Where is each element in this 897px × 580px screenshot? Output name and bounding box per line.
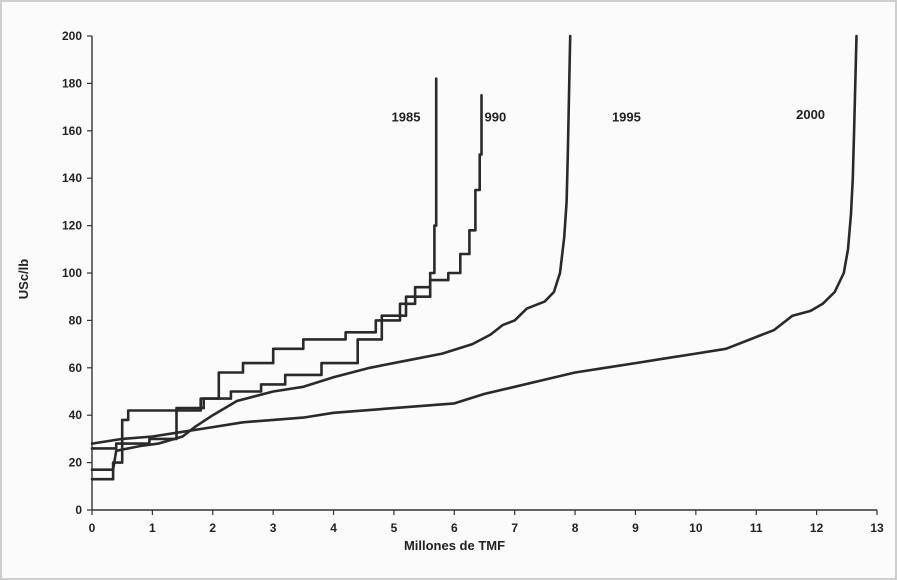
x-tick-label: 6 — [451, 521, 458, 535]
series-label-1985: 1985 — [392, 109, 421, 124]
y-axis-label: USc/lb — [16, 259, 31, 300]
series-line-1985 — [90, 77, 438, 481]
series-label-1990: 990 — [485, 109, 507, 124]
series-label-1995: 1995 — [612, 109, 641, 124]
y-tick-label: 40 — [69, 408, 83, 422]
y-tick-label: 20 — [69, 456, 83, 470]
x-tick-label: 8 — [572, 521, 579, 535]
series-label-2000: 2000 — [796, 107, 825, 122]
y-tick-label: 200 — [62, 29, 82, 43]
x-tick-label: 7 — [511, 521, 518, 535]
y-tick-label: 120 — [62, 219, 82, 233]
y-tick-label: 180 — [62, 76, 82, 90]
y-tick-label: 140 — [62, 171, 82, 185]
x-axis-label: Millones de TMF — [404, 538, 505, 553]
x-tick-label: 4 — [330, 521, 337, 535]
x-tick-label: 11 — [750, 521, 763, 535]
y-tick-label: 0 — [75, 503, 82, 517]
x-tick-label: 9 — [632, 521, 639, 535]
x-tick-label: 5 — [391, 521, 398, 535]
x-tick-label: 2 — [209, 521, 216, 535]
y-tick-label: 60 — [69, 361, 83, 375]
x-tick-label: 1 — [149, 521, 156, 535]
y-tick-label: 160 — [62, 124, 82, 138]
x-tick-label: 13 — [870, 521, 884, 535]
x-tick-label: 0 — [89, 521, 96, 535]
series-line-2000 — [90, 34, 858, 445]
y-tick-label: 80 — [69, 313, 83, 327]
series-line-1995 — [90, 34, 572, 471]
x-tick-label: 10 — [689, 521, 703, 535]
x-tick-label: 12 — [810, 521, 824, 535]
series-line-1990 — [90, 94, 483, 450]
y-tick-label: 100 — [62, 266, 82, 280]
x-tick-label: 3 — [270, 521, 277, 535]
